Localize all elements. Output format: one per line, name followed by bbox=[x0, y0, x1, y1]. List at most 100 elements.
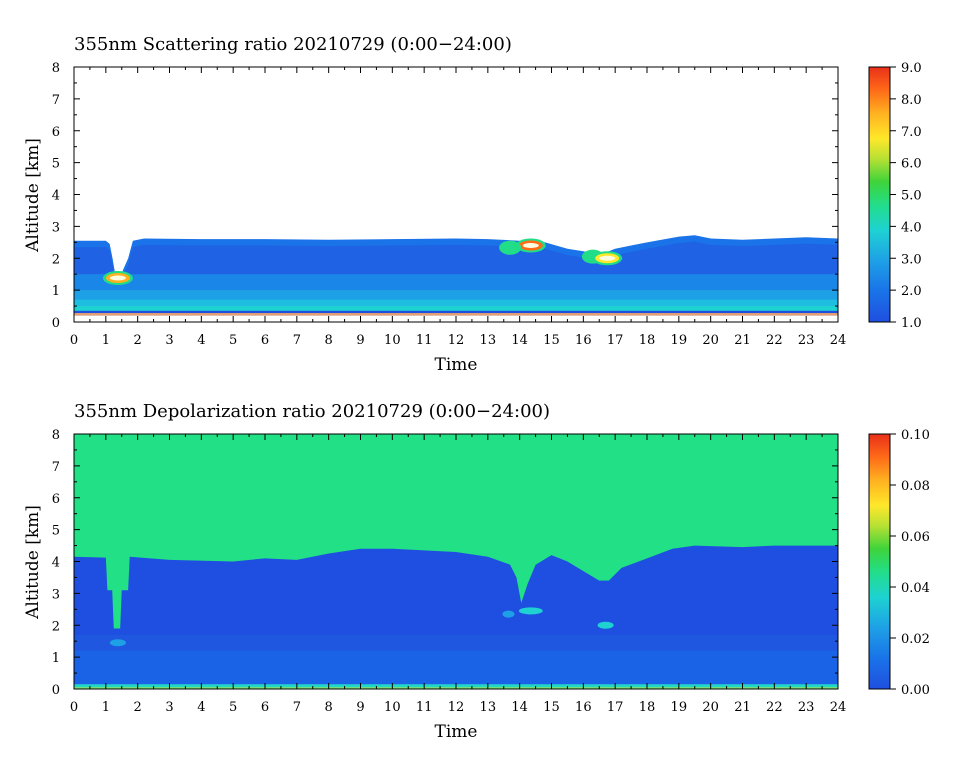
x-tick-label: 15 bbox=[543, 700, 560, 715]
x-tick-label: 3 bbox=[165, 700, 173, 715]
x-tick-label: 13 bbox=[480, 333, 497, 348]
x-tick-label: 14 bbox=[511, 700, 528, 715]
y-axis-label: Altitude [km] bbox=[23, 138, 43, 253]
x-tick-label: 9 bbox=[356, 333, 364, 348]
colorbar bbox=[868, 66, 891, 323]
y-tick-label: 4 bbox=[52, 556, 60, 571]
heatmap-area bbox=[74, 434, 838, 689]
x-tick-label: 12 bbox=[448, 333, 465, 348]
colorbar-tick-label: 7.0 bbox=[901, 125, 922, 140]
x-tick-label: 11 bbox=[416, 700, 433, 715]
x-tick-label: 24 bbox=[830, 333, 847, 348]
x-tick-label: 7 bbox=[293, 333, 301, 348]
x-axis-label: Time bbox=[435, 355, 478, 375]
y-tick-label: 8 bbox=[52, 61, 60, 76]
x-tick-label: 18 bbox=[639, 700, 656, 715]
cloud-feature bbox=[502, 242, 519, 253]
y-tick-label: 2 bbox=[52, 252, 60, 267]
y-tick-label: 7 bbox=[52, 93, 60, 108]
y-tick-label: 0 bbox=[52, 316, 60, 331]
near-surface-gap bbox=[74, 310, 838, 314]
x-tick-label: 19 bbox=[671, 700, 688, 715]
cloud-feature bbox=[518, 607, 543, 615]
x-tick-label: 9 bbox=[356, 700, 364, 715]
x-tick-label: 15 bbox=[543, 333, 560, 348]
heatmap-area bbox=[74, 235, 838, 322]
colorbar-tick-label: 0.02 bbox=[901, 632, 930, 647]
colorbar-tick-label: 3.0 bbox=[901, 252, 922, 267]
colorbar-tick-label: 0.04 bbox=[901, 581, 930, 596]
colorbar-tick-label: 8.0 bbox=[901, 93, 922, 108]
x-tick-label: 6 bbox=[261, 333, 269, 348]
y-tick-label: 1 bbox=[52, 284, 60, 299]
y-axis: 0 1 2 3 4 5 6 7 8 bbox=[52, 61, 838, 331]
x-tick-label: 7 bbox=[293, 700, 301, 715]
x-tick-label: 2 bbox=[134, 700, 142, 715]
x-tick-label: 21 bbox=[734, 700, 751, 715]
x-tick-label: 16 bbox=[575, 333, 592, 348]
x-tick-label: 12 bbox=[448, 700, 465, 715]
x-tick-label: 10 bbox=[384, 333, 401, 348]
cloud-feature bbox=[502, 610, 515, 618]
scattering-ratio-panel: 355nm Scattering ratio 20210729 (0:00−24… bbox=[23, 34, 922, 375]
cloud-feature-core bbox=[599, 255, 616, 261]
x-tick-label: 19 bbox=[671, 333, 688, 348]
colorbar-ticks: 1.0 2.0 3.0 4.0 5.0 6.0 7.0 8.0 9.0 bbox=[890, 61, 922, 331]
x-tick-label: 23 bbox=[798, 333, 815, 348]
x-tick-label: 3 bbox=[165, 333, 173, 348]
colorbar-tick-label: 0.06 bbox=[901, 530, 930, 545]
y-tick-label: 8 bbox=[52, 428, 60, 443]
boundary-layer-core bbox=[74, 650, 838, 685]
colorbar-tick-label: 0.08 bbox=[901, 479, 930, 494]
x-tick-label: 4 bbox=[197, 333, 205, 348]
cloud-gap bbox=[110, 239, 133, 273]
y-axis-label: Altitude [km] bbox=[23, 505, 43, 620]
y-tick-label: 3 bbox=[52, 220, 60, 235]
colorbar-tick-label: 6.0 bbox=[901, 157, 922, 172]
x-tick-label: 5 bbox=[229, 333, 237, 348]
chart-title: 355nm Depolarization ratio 20210729 (0:0… bbox=[74, 401, 550, 422]
x-tick-label: 0 bbox=[70, 333, 78, 348]
x-tick-label: 10 bbox=[384, 700, 401, 715]
x-axis-label: Time bbox=[435, 722, 478, 742]
colorbar-tick-label: 5.0 bbox=[901, 189, 922, 204]
x-tick-label: 5 bbox=[229, 700, 237, 715]
colorbar-tick-label: 1.0 bbox=[901, 316, 922, 331]
x-tick-label: 22 bbox=[766, 700, 783, 715]
colorbar-tick-label: 9.0 bbox=[901, 61, 922, 76]
x-tick-label: 6 bbox=[261, 700, 269, 715]
y-tick-label: 1 bbox=[52, 651, 60, 666]
y-tick-label: 5 bbox=[52, 157, 60, 172]
y-tick-label: 0 bbox=[52, 683, 60, 698]
near-surface-layer bbox=[74, 306, 838, 311]
colorbar-tick-label: 2.0 bbox=[901, 284, 922, 299]
x-tick-label: 20 bbox=[702, 333, 719, 348]
depolarization-ratio-panel: 355nm Depolarization ratio 20210729 (0:0… bbox=[23, 401, 930, 742]
y-axis: 0 1 2 3 4 5 6 7 8 bbox=[52, 428, 838, 698]
colorbar bbox=[868, 433, 891, 690]
y-tick-label: 5 bbox=[52, 524, 60, 539]
x-tick-label: 23 bbox=[798, 700, 815, 715]
cloud-feature-core bbox=[522, 243, 539, 248]
x-tick-label: 2 bbox=[134, 333, 142, 348]
x-tick-label: 0 bbox=[70, 700, 78, 715]
cloud-feature bbox=[597, 621, 614, 629]
x-tick-label: 8 bbox=[325, 333, 333, 348]
x-axis: 0 1 2 3 4 5 6 7 8 9 10 11 12 13 14 15 16 17 18 19 20 21 22 23 24 bbox=[70, 67, 846, 348]
cloud-feature bbox=[109, 639, 126, 647]
x-tick-label: 22 bbox=[766, 333, 783, 348]
boundary-layer-dense bbox=[74, 299, 838, 311]
x-axis: 0 1 2 3 4 5 6 7 8 9 10 11 12 13 14 15 16 17 18 19 20 21 22 23 24 bbox=[70, 434, 846, 715]
y-tick-label: 6 bbox=[52, 492, 60, 507]
x-tick-label: 4 bbox=[197, 700, 205, 715]
y-tick-label: 3 bbox=[52, 587, 60, 602]
colorbar-tick-label: 0.00 bbox=[901, 683, 930, 698]
x-tick-label: 1 bbox=[102, 333, 110, 348]
y-tick-label: 7 bbox=[52, 460, 60, 475]
x-tick-label: 11 bbox=[416, 333, 433, 348]
chart-title: 355nm Scattering ratio 20210729 (0:00−24… bbox=[74, 34, 512, 55]
surface-return bbox=[74, 313, 838, 316]
x-tick-label: 20 bbox=[702, 700, 719, 715]
